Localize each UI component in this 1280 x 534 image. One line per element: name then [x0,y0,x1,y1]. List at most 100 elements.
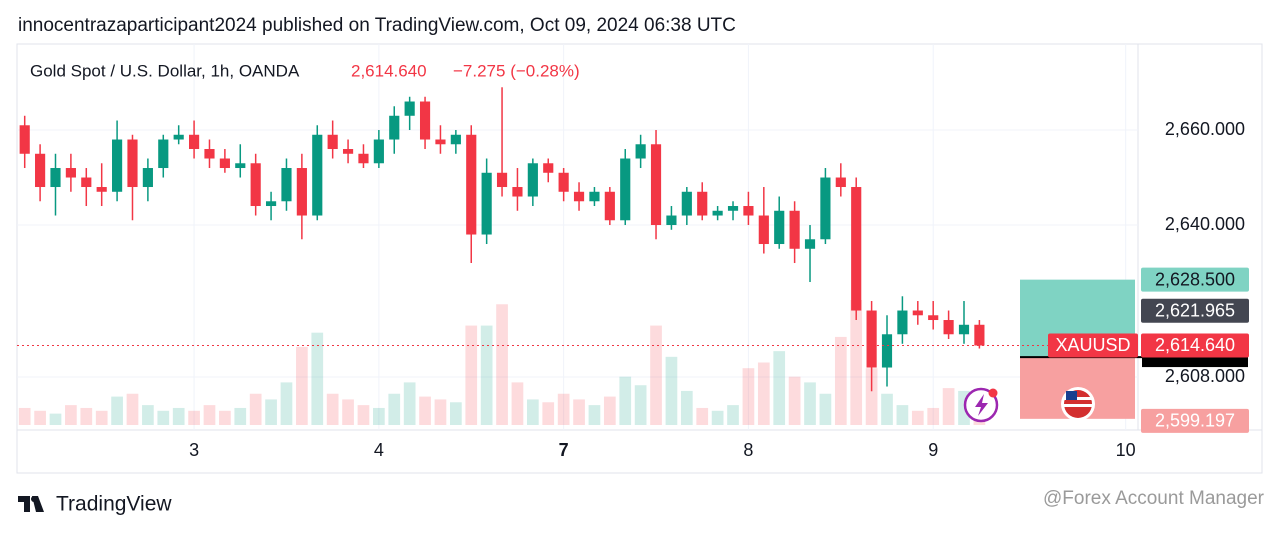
volume-bar [773,351,786,425]
volume-bar [865,368,878,425]
volume-bar [342,399,354,425]
candle-body [835,177,846,188]
volume-bar [18,407,31,425]
candle-body [712,210,723,216]
candle-body [758,215,769,245]
last-price-label-bg [1141,333,1249,358]
candle-body [112,139,123,192]
candle-body [142,168,153,188]
volume-bar [557,393,570,425]
volume-bar [711,410,724,425]
candle-body [804,239,816,249]
volume-bar [157,410,170,425]
price-label-bg [1141,298,1249,323]
candle-body [820,177,831,240]
candle-body [543,163,554,173]
candle-body [527,163,538,197]
volume-bar [80,407,93,425]
candle-body [974,324,985,346]
x-tick-label: 9 [928,440,938,460]
volume-bar [142,405,154,425]
volume-bar [958,390,970,425]
grid [17,44,1138,430]
volume-bar [450,402,462,425]
flag-icon [1061,387,1095,421]
candle-body [265,201,277,207]
candle-body [727,206,739,211]
candle-body [774,210,785,245]
x-tick-label: 8 [743,440,753,460]
symbol-title: Gold Spot / U.S. Dollar, 1h, OANDA [30,61,300,80]
candle-body [928,315,939,321]
volume-bar [311,332,324,425]
symbol-tag: XAUUSD [1055,335,1130,355]
candle-body [697,191,708,216]
volume-bar [881,393,893,425]
volume-bar [603,396,616,425]
volume-bar [403,382,416,425]
candle-body [866,310,877,368]
target-price-label: 2,628.500 [1155,269,1235,289]
volume-bar [326,393,339,425]
last-price-label: 2,614.640 [1155,335,1235,355]
candle-body [789,210,800,249]
volume-bar [526,399,539,425]
lightning-icon [963,387,999,423]
volume-bar [634,385,647,425]
legend-price: 2,614.640 [351,61,427,80]
volume-layer [18,300,986,425]
candle-body [496,172,508,188]
volume-bar [219,410,231,425]
candle-body [358,153,369,164]
volume-bar [757,362,770,425]
volume-bar [742,368,755,425]
candle-body [404,101,415,116]
volume-bar [542,402,555,425]
candle-body [281,168,292,202]
volume-bar [434,399,447,425]
y-tick-label: 2,608.000 [1165,366,1245,386]
volume-bar [573,399,585,425]
candle-body [312,134,323,216]
candle-body [604,191,615,221]
candle-body [666,215,677,226]
target-price-label-bg [1141,267,1249,292]
candle-layer [19,87,985,392]
candle-body [50,168,61,188]
candle-body [466,134,477,235]
candle-body [650,144,662,226]
volume-bar [280,382,293,425]
candle-body [435,139,446,145]
brand-name: TradingView [56,493,172,516]
volume-bar [896,405,909,425]
candle-body [204,149,215,159]
x-tick-label: 4 [374,440,384,460]
volume-bar [188,410,200,425]
volume-bar [496,304,508,425]
volume-bar [911,410,924,425]
volume-bar [465,325,478,425]
volume-bar [388,393,401,425]
volume-bar [819,393,832,425]
candle-body [897,310,908,335]
volume-bar [234,407,247,425]
candle-body [620,158,631,221]
x-tick-label: 7 [559,440,569,460]
candle-body [296,168,307,216]
candle-body [96,187,107,192]
volume-bar [249,393,262,425]
candle-body [342,149,354,154]
symbol-tag-bg [1048,333,1138,358]
candle-body [373,139,384,164]
volume-bar [65,405,77,425]
stop-price-label: 2,599.197 [1155,411,1235,431]
volume-bar [511,382,524,425]
volume-bar [650,325,662,425]
volume-bar [265,399,277,425]
x-tick-label: 10 [1116,440,1136,460]
volume-bar [34,410,46,425]
candle-body [188,134,200,150]
volume-bar [111,396,123,425]
